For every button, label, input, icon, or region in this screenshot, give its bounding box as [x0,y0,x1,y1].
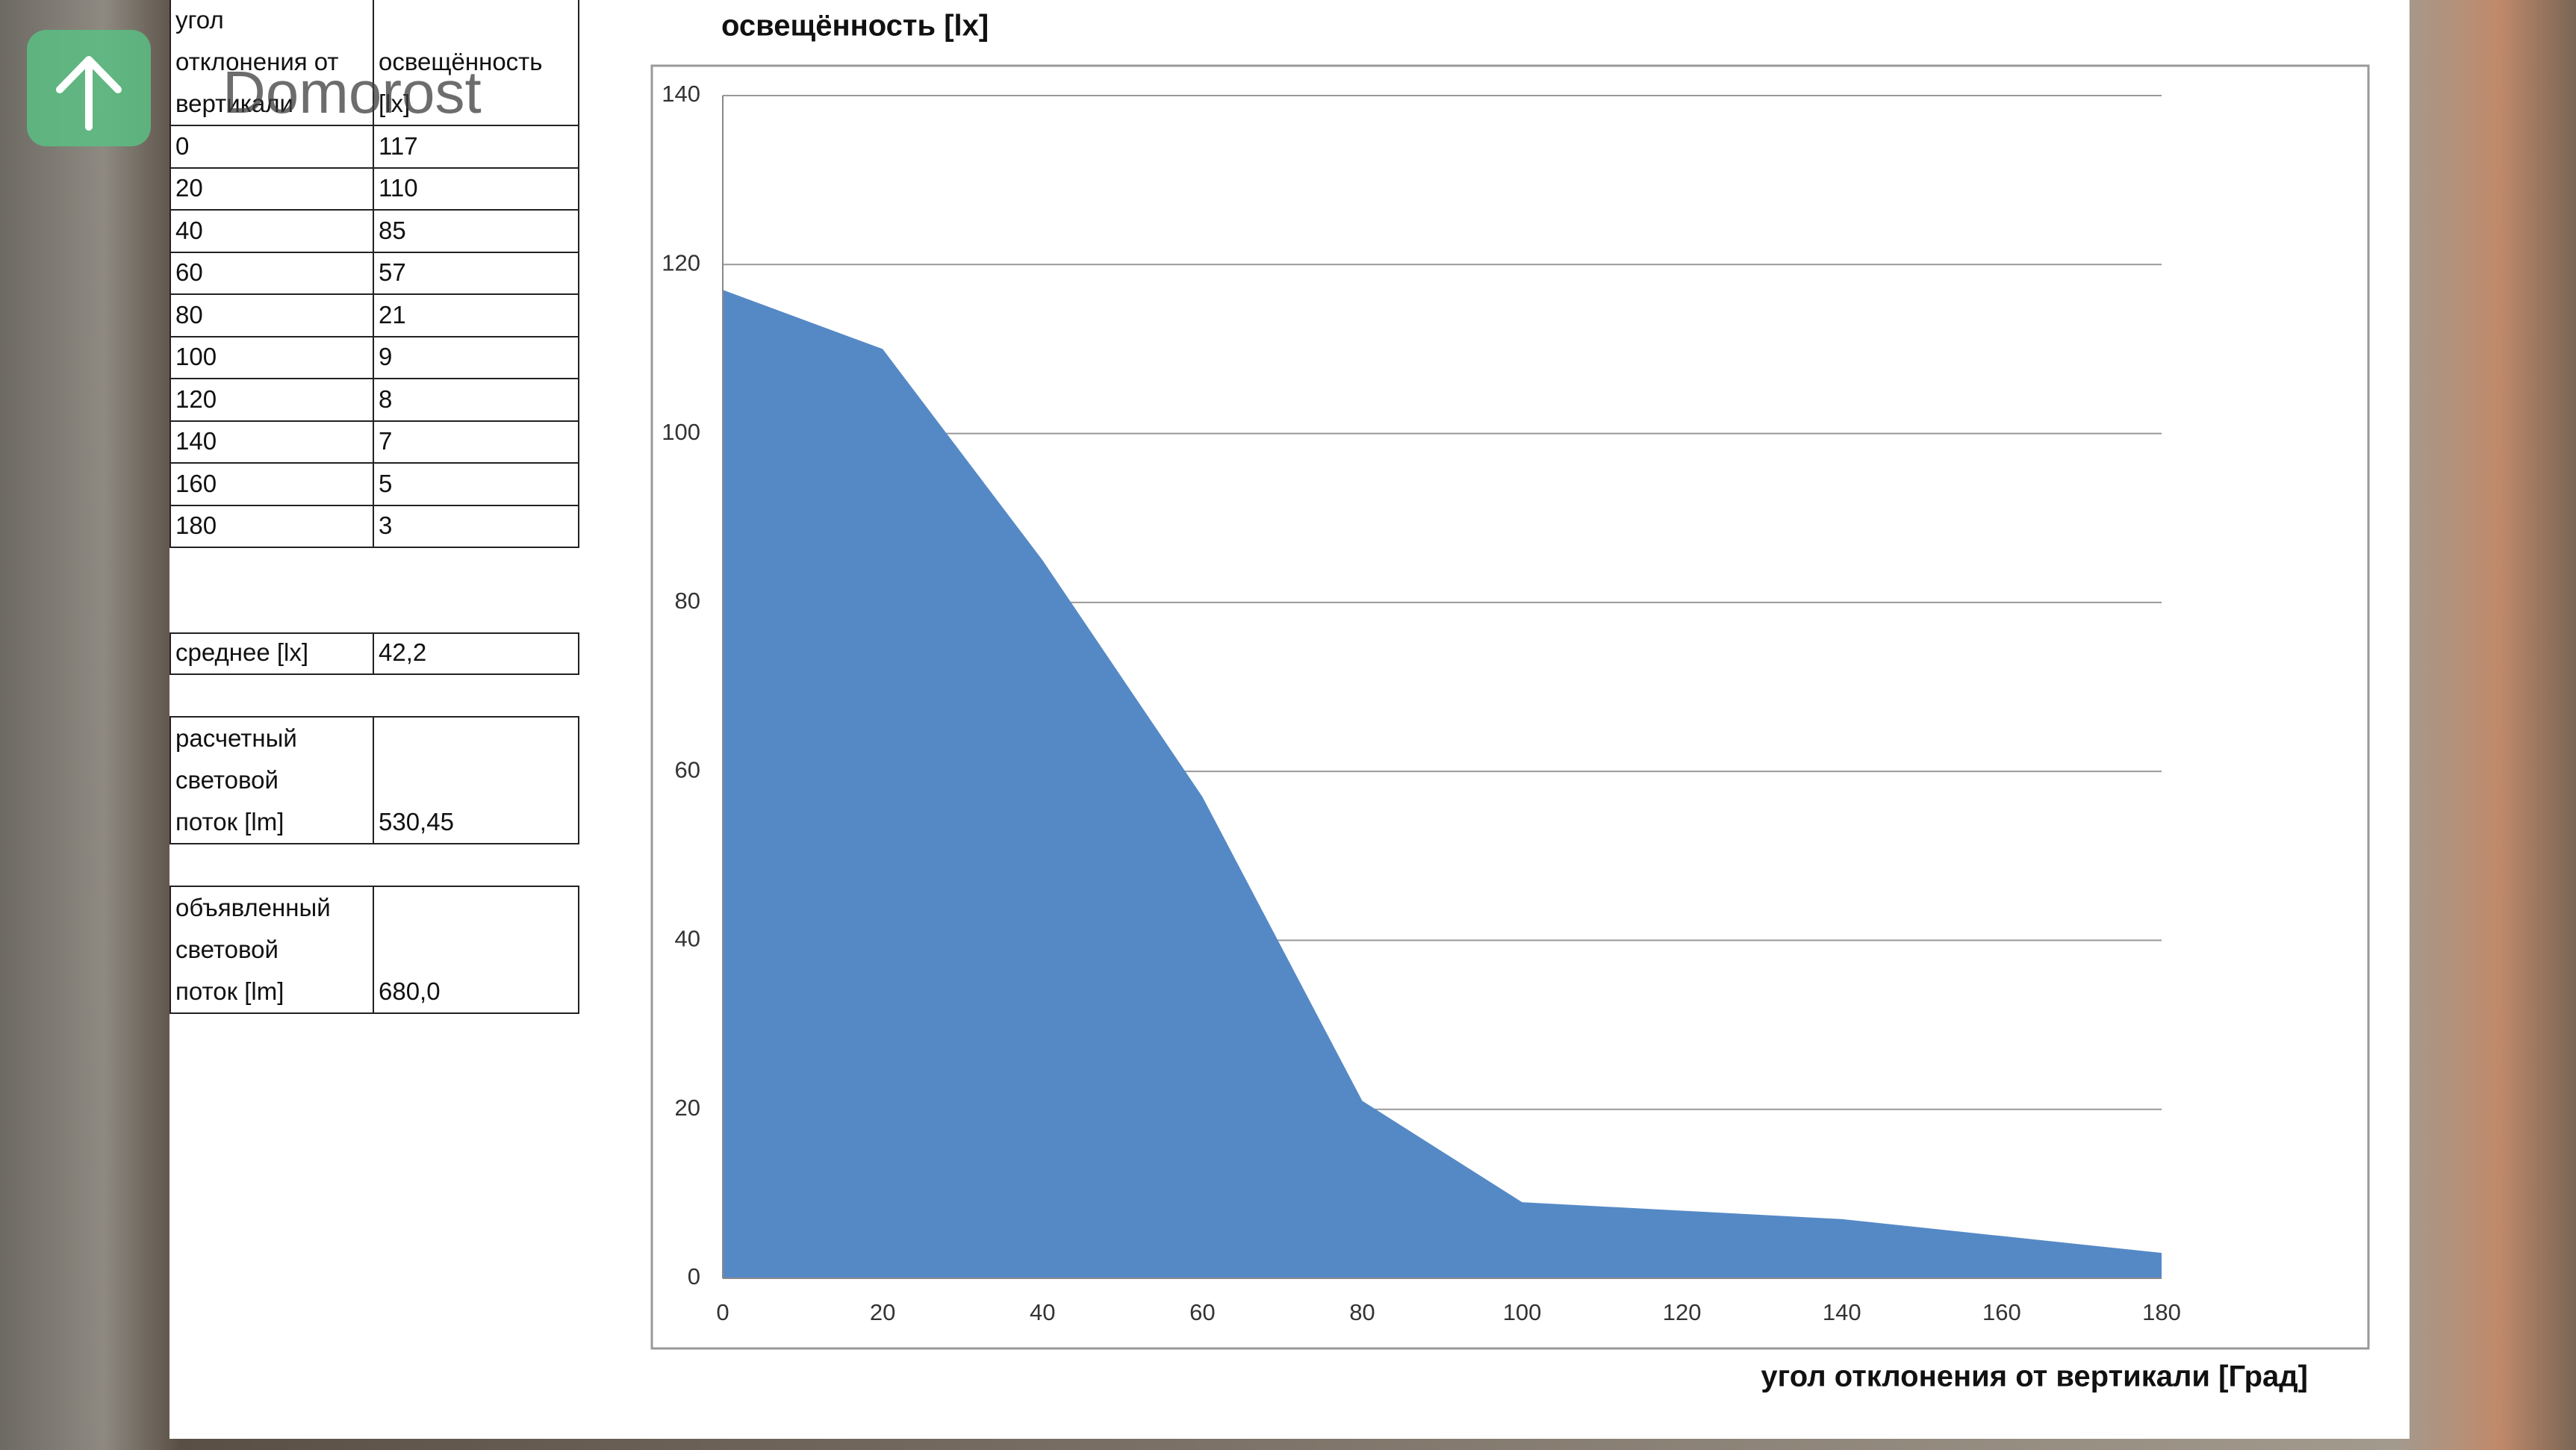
cell-text: 140 [175,427,217,455]
table-cell: угол отклонения от вертикали [169,0,374,126]
cell-text: 110 [379,174,418,202]
cell-text: 60 [175,258,203,286]
cell-text: 530,45 [379,808,454,836]
x-tick-label: 180 [2142,1299,2181,1325]
table-cell: 42,2 [373,632,579,675]
cell-text: 180 [175,511,217,539]
y-tick-label: 20 [675,1095,700,1121]
cell-text: 0 [175,131,190,160]
y-tick-label: 80 [675,588,700,614]
table-cell: 680,0 [373,886,579,1014]
y-tick-label: 100 [662,419,700,445]
cell-text: 20 [175,174,203,202]
cell-text: 40 [175,216,203,244]
x-tick-label: 160 [1982,1299,2021,1325]
x-tick-label: 60 [1189,1299,1215,1325]
table-cell: 3 [373,504,579,548]
table-cell: объявленный световой поток [lm] [169,886,374,1014]
table-cell: среднее [lx] [169,632,374,675]
y-tick-label: 140 [662,81,700,107]
table-cell: расчетный световой поток [lm] [169,716,374,844]
cell-text: 42,2 [379,638,427,666]
cell-text: среднее [lx] [175,638,309,666]
cell-text: 680,0 [379,977,441,1005]
y-tick-label: 0 [688,1263,700,1289]
x-axis-title: угол отклонения от вертикали [Град] [1761,1360,2308,1393]
cell-text: 120 [175,385,217,413]
cell-text: освещённость [lx] [379,48,543,117]
cell-text: 9 [379,343,393,370]
x-tick-label: 80 [1349,1299,1375,1325]
x-tick-label: 100 [1503,1299,1542,1325]
cell-text: 117 [379,131,418,160]
area [723,290,2162,1279]
watermark-text: Domorost [223,59,482,125]
table-cell: 85 [373,209,579,253]
y-tick-label: 120 [662,249,700,276]
cell-text: 5 [379,469,393,497]
cell-text: расчетный световой поток [lm] [175,724,297,836]
cell-text: 21 [379,300,406,329]
chart-title: освещённость [lx] [721,10,989,43]
y-tick-label: 40 [675,926,700,952]
watermark-icon [27,30,151,146]
x-tick-label: 0 [716,1299,729,1325]
cell-text: угол отклонения от вертикали [175,6,339,117]
y-tick-label: 60 [675,756,700,782]
x-tick-label: 140 [1823,1299,1861,1325]
cell-text: объявленный световой поток [lm] [175,894,331,1005]
cell-text: 100 [175,343,217,370]
cell-text: 3 [379,511,393,539]
cell-text: 8 [379,385,393,413]
cell-text: 7 [379,427,393,455]
cell-text: 160 [175,469,217,497]
cell-text: 80 [175,300,203,329]
x-tick-label: 120 [1663,1299,1702,1325]
x-tick-label: 20 [870,1299,895,1325]
cell-text: 57 [379,258,406,286]
x-tick-label: 40 [1030,1299,1055,1325]
cell-text: 85 [379,216,406,244]
table-cell: 530,45 [373,716,579,844]
